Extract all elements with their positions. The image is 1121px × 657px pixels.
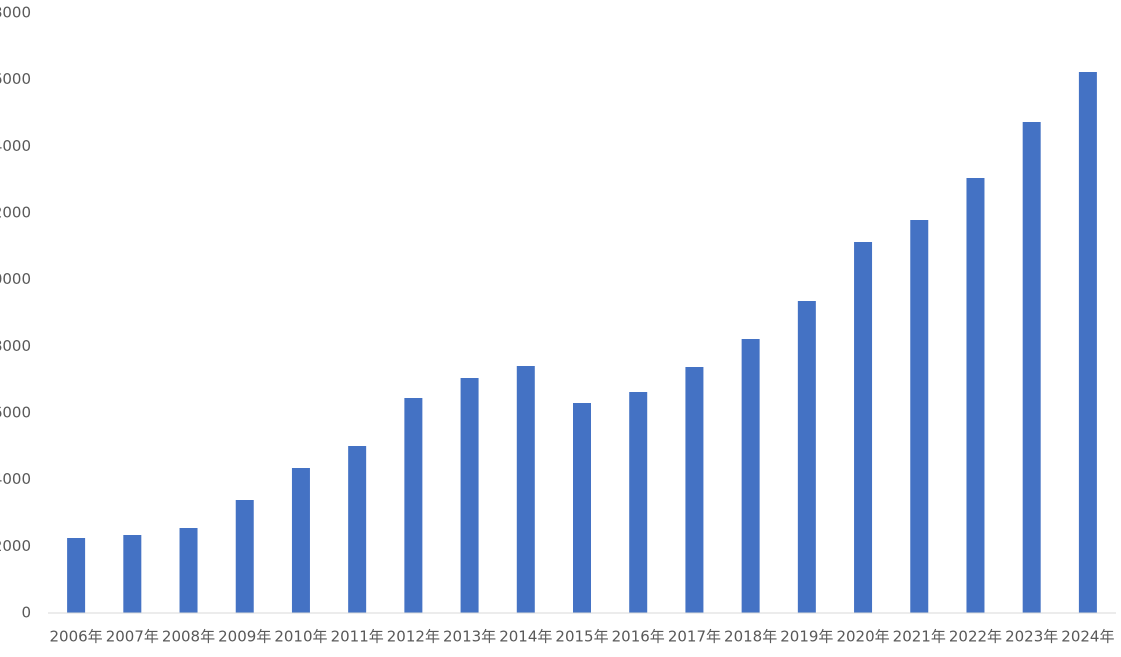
- y-tick-label: 2000: [0, 537, 31, 555]
- x-tick-label: 2010年: [274, 628, 327, 646]
- x-tick-label: 2016年: [612, 628, 665, 646]
- x-tick-label: 2021年: [893, 628, 946, 646]
- y-tick-label: 8000: [0, 337, 31, 355]
- bar: [123, 535, 142, 613]
- x-tick-label: 2006年: [50, 628, 103, 646]
- x-tick-label: 2007年: [106, 628, 159, 646]
- y-tick-label: 0: [21, 604, 31, 622]
- bar: [404, 398, 423, 613]
- bar: [67, 538, 86, 613]
- x-tick-label: 2014年: [499, 628, 552, 646]
- x-tick-label: 2009年: [218, 628, 271, 646]
- bar: [1078, 72, 1097, 613]
- bar: [741, 339, 760, 613]
- bar: [797, 301, 816, 613]
- x-tick-label: 2019年: [780, 628, 833, 646]
- y-tick-label: 4000: [0, 470, 31, 488]
- bar: [966, 178, 985, 613]
- x-tick-label: 2017年: [668, 628, 721, 646]
- y-tick-label: 10000: [0, 270, 31, 288]
- x-tick-label: 2015年: [555, 628, 608, 646]
- x-tick-label: 2023年: [1005, 628, 1058, 646]
- bar: [573, 403, 591, 613]
- bar: [854, 242, 873, 613]
- x-tick-label: 2008年: [162, 628, 215, 646]
- y-tick-label: 18000: [0, 4, 31, 22]
- bar: [348, 446, 367, 613]
- y-tick-label: 14000: [0, 137, 31, 155]
- x-tick-label: 2018年: [724, 628, 777, 646]
- x-tick-label: 2020年: [836, 628, 889, 646]
- bar: [179, 528, 198, 613]
- x-tick-label: 2024年: [1061, 628, 1114, 646]
- bar: [291, 468, 310, 613]
- bar: [460, 378, 479, 613]
- bar: [516, 366, 535, 613]
- bar: [685, 367, 704, 613]
- bar: [1022, 122, 1041, 613]
- bar: [629, 392, 648, 613]
- y-tick-label: 12000: [0, 204, 31, 222]
- bar: [910, 220, 929, 613]
- x-tick-label: 2013年: [443, 628, 496, 646]
- x-tick-label: 2011年: [331, 628, 384, 646]
- y-tick-label: 6000: [0, 404, 31, 422]
- x-tick-label: 2022年: [949, 628, 1002, 646]
- bar: [235, 500, 254, 613]
- y-tick-label: 16000: [0, 70, 31, 88]
- x-tick-label: 2012年: [387, 628, 440, 646]
